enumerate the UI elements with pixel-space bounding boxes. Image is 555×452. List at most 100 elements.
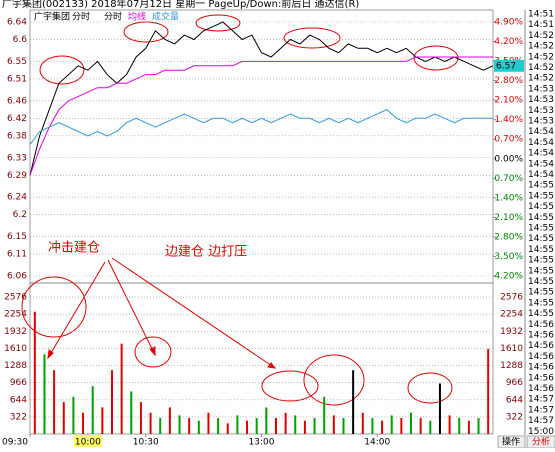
y-tick-label: 6.64 (7, 18, 27, 28)
circle (407, 372, 453, 404)
x-tick-label: 10:30 (133, 438, 159, 448)
volume-bar (294, 415, 297, 434)
volume-bar (419, 418, 422, 434)
volume-bar (236, 415, 239, 434)
side-time: 14:55 (528, 224, 554, 234)
volume-bar (458, 418, 461, 434)
y-tick-label: 6.06 (7, 272, 27, 282)
y2-tick-label: 644 (506, 395, 523, 405)
volume-bar (159, 418, 162, 434)
volume-bar (477, 418, 480, 434)
volume-bar (342, 418, 345, 434)
volume-bar (381, 420, 384, 434)
y2-tick-label: 966 (506, 378, 523, 388)
price-line (29, 56, 493, 176)
side-time: 14:53 (528, 117, 554, 127)
volume-bar (101, 407, 104, 434)
volume-bar (33, 311, 36, 434)
legend-entry: 成交量 (152, 11, 179, 23)
y2-tick-label: 4.90% (494, 18, 523, 28)
volume-bar (352, 370, 355, 434)
side-time: 14:52 (528, 74, 554, 84)
side-time: 14:56 (528, 341, 554, 351)
x-tick-label: 09:30 (2, 438, 28, 448)
side-time: 14:55 (528, 234, 554, 244)
side-time: 14:57 (528, 405, 554, 415)
y2-tick-label: 3.50% (494, 252, 523, 262)
volume-bar (207, 412, 210, 434)
y2-tick-label: 4.20% (494, 37, 523, 47)
y2-tick-label: 1610 (500, 344, 523, 354)
volume-bar (255, 418, 258, 434)
y-tick-label: 966 (10, 378, 27, 388)
button-label[interactable]: 操作 (502, 436, 520, 448)
y2-tick-label: 4.20% (494, 272, 523, 282)
volume-bar (130, 391, 133, 434)
side-time: 14:53 (528, 95, 554, 105)
legend-entry: 分时 (104, 11, 122, 23)
y-tick-label: 2254 (4, 310, 27, 320)
side-time: 14:56 (528, 320, 554, 330)
y2-tick-label: 1932 (500, 327, 523, 337)
y-tick-label: 6.46 (7, 96, 27, 106)
circle (195, 14, 241, 32)
side-time: 15:00 (528, 427, 554, 437)
volume-bar (390, 415, 393, 434)
y-tick-label: 644 (10, 395, 27, 405)
side-time: 14:52 (528, 42, 554, 52)
volume-bar (62, 402, 65, 434)
y2-tick-label: 0.70% (494, 135, 523, 145)
side-time: 14:56 (528, 331, 554, 341)
y-tick-label: 6.11 (7, 250, 27, 260)
circle (303, 354, 365, 406)
volume-bar (139, 402, 142, 434)
y2-tick-label: 2254 (500, 310, 523, 320)
legend-entry: 均线 (128, 11, 146, 23)
volume-bar (265, 407, 268, 434)
volume-bar (429, 420, 432, 434)
arrow (111, 257, 276, 369)
side-time: 14:55 (528, 309, 554, 319)
volume-bar (323, 396, 326, 434)
volume-bar (120, 343, 123, 434)
side-time: 14:56 (528, 384, 554, 394)
button-label[interactable]: 分析 (532, 436, 550, 448)
volume-bar (467, 420, 470, 434)
x-tick-label: 13:00 (249, 438, 275, 448)
volume-bar (168, 407, 171, 434)
volume-bar (110, 370, 113, 434)
arrow (107, 259, 156, 356)
price-line (29, 109, 493, 145)
y2-tick-label: 2.10% (494, 213, 523, 223)
volume-bar (53, 370, 56, 434)
side-time: 14:52 (528, 31, 554, 41)
side-time: 14:52 (528, 52, 554, 62)
volume-bar (313, 418, 316, 434)
volume-bar (410, 412, 413, 434)
y-tick-label: 1610 (4, 344, 27, 354)
volume-bar (178, 415, 181, 434)
volume-bar (246, 420, 249, 434)
y-tick-label: 6.15 (7, 232, 27, 242)
last-price-label: 6.57 (496, 61, 516, 71)
arrow (47, 261, 106, 359)
volume-bar (43, 354, 46, 434)
header-title: 广宇集团(002133) 2018年07月12日 星期一 PageUp/Down… (2, 0, 359, 10)
volume-bar (226, 423, 229, 434)
volume-bar (400, 418, 403, 434)
y-tick-label: 322 (10, 412, 27, 422)
volume-bar (303, 420, 306, 434)
y-tick-label: 6.2 (13, 210, 27, 220)
x-tick-label: 14:00 (364, 438, 390, 448)
y2-tick-label: 2576 (500, 293, 523, 303)
last-price-box (494, 59, 524, 72)
side-time: 14:55 (528, 202, 554, 212)
side-time: 14:54 (528, 149, 554, 159)
volume-bar (284, 412, 287, 434)
side-time: 14:54 (528, 159, 554, 169)
y-tick-label: 6.55 (7, 57, 27, 67)
y2-tick-label: 1.40% (494, 115, 523, 125)
side-time: 14:55 (528, 245, 554, 255)
y2-tick-label: 0.70% (494, 174, 523, 184)
